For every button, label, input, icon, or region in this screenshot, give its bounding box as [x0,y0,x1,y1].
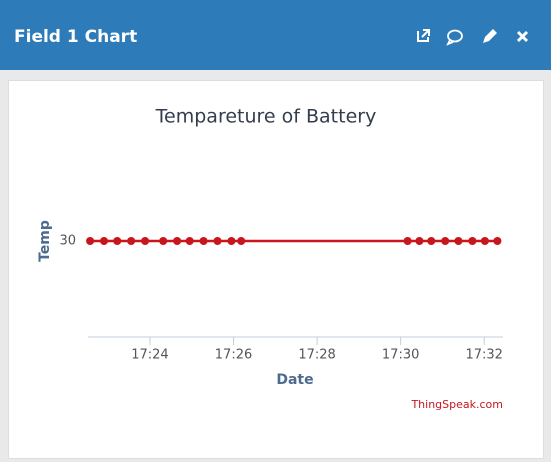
point [159,237,168,245]
comment-icon[interactable] [446,29,463,46]
x-tick-label: 17:26 [215,348,252,363]
point [100,237,109,245]
point [141,237,150,245]
x-tick-label: 17:32 [465,348,502,363]
point [173,237,182,245]
point [113,237,122,245]
point [427,237,436,245]
header-bar [0,0,551,70]
chart-title: Tempareture of Battery [155,106,377,128]
point [237,237,246,245]
point [480,237,489,245]
chart: Tempareture of Battery Temp Date ThingSpeak… [37,106,503,411]
header-title: Field 1 Chart [14,27,137,47]
chart-panel [8,80,544,459]
point [454,237,463,245]
credits: ThingSpeak.com [410,398,503,411]
close-icon[interactable] [516,30,529,43]
point [468,237,477,245]
point [441,237,450,245]
point [493,237,502,245]
edit-icon[interactable] [483,29,497,43]
open-icon[interactable] [417,29,430,42]
x-tick-label: 17:28 [298,348,335,363]
y-tick-label: 30 [59,234,76,249]
point [86,237,95,245]
x-axis-label: Date [276,372,313,388]
x-tick-label: 17:30 [382,348,419,363]
point [403,237,412,245]
point [213,237,222,245]
point [185,237,194,245]
y-axis-label: Temp [37,220,53,262]
point [415,237,424,245]
x-tick-label: 17:24 [131,348,168,363]
point [127,237,136,245]
point [227,237,236,245]
point [199,237,208,245]
